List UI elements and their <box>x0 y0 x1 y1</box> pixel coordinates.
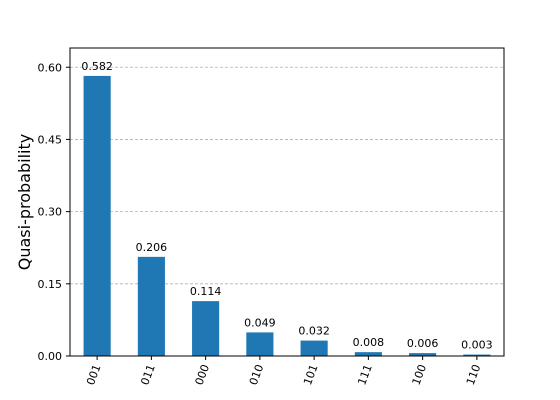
data-label: 0.006 <box>407 337 439 350</box>
bar-001 <box>83 75 111 356</box>
data-label: 0.003 <box>461 339 493 352</box>
x-tick-label: 010 <box>247 363 266 387</box>
x-tick-label: 101 <box>301 363 320 387</box>
data-label: 0.114 <box>190 285 222 298</box>
bar-110 <box>463 354 491 356</box>
data-label: 0.206 <box>136 241 168 254</box>
data-label: 0.032 <box>298 325 330 338</box>
y-tick-label: 0.15 <box>38 278 63 291</box>
bars <box>83 75 491 356</box>
x-tick-label: 001 <box>84 363 103 387</box>
y-tick-label: 0.45 <box>38 133 63 146</box>
bar-101 <box>300 340 328 356</box>
y-tick-label: 0.00 <box>38 350 63 363</box>
plot-frame <box>69 47 505 357</box>
x-tick-label: 011 <box>138 363 157 387</box>
bar-000 <box>192 301 220 356</box>
bar-010 <box>246 332 274 356</box>
y-axis: 0.00 0.15 0.30 0.45 0.60 <box>38 61 70 363</box>
data-label: 0.049 <box>244 316 276 329</box>
y-axis-title: Quasi-probability <box>15 134 34 270</box>
x-tick-label: 110 <box>464 363 483 387</box>
y-tick-label: 0.60 <box>38 61 63 74</box>
data-label: 0.008 <box>353 336 385 349</box>
bar-100 <box>409 353 437 356</box>
x-axis: 001 011 000 010 101 111 100 110 <box>84 356 483 387</box>
x-tick-label: 111 <box>355 363 374 387</box>
data-labels: 0.582 0.206 0.114 0.049 0.032 0.008 0.006 0.003 <box>81 60 492 352</box>
y-tick-label: 0.30 <box>38 206 63 219</box>
bar-011 <box>137 256 165 356</box>
gridlines <box>70 66 504 285</box>
x-tick-label: 000 <box>193 363 212 387</box>
x-tick-label: 100 <box>410 363 429 387</box>
data-label: 0.582 <box>81 60 113 73</box>
bar-111 <box>354 352 382 356</box>
